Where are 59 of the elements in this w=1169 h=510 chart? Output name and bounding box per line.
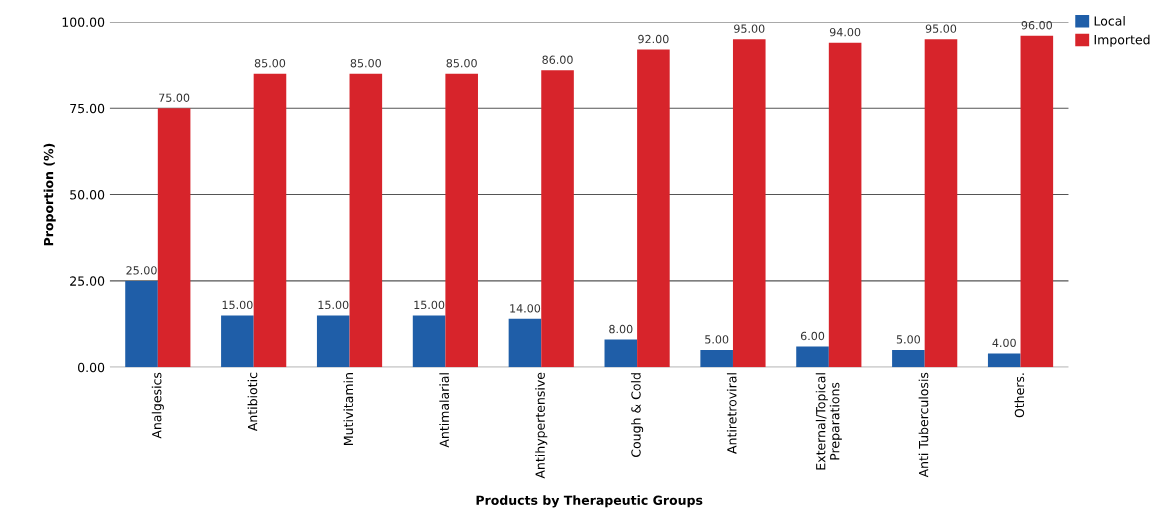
data-label: 94.00 (829, 27, 861, 37)
bar (987, 353, 1021, 368)
data-label: 85.00 (350, 59, 381, 68)
bar (157, 108, 191, 368)
x-tick-label: Antibiotic (247, 372, 258, 432)
data-label: 8.00 (609, 324, 633, 334)
y-tick-label: 50.00 (70, 190, 105, 200)
data-label: 15.00 (222, 300, 253, 310)
data-label: 92.00 (638, 34, 669, 44)
bar (796, 346, 829, 368)
bar (412, 315, 446, 368)
data-label: 85.00 (254, 59, 286, 68)
data-label: 96.00 (1021, 21, 1052, 30)
x-tick-label: Others. (1014, 373, 1025, 418)
bar (508, 318, 542, 368)
data-label: 5.00 (896, 335, 921, 344)
bar (221, 315, 254, 368)
bar (732, 39, 766, 368)
data-label: 85.00 (446, 59, 477, 68)
y-tick-label: 100.00 (62, 17, 105, 27)
bar (892, 349, 925, 368)
x-tick-label: Mutivitamin (343, 373, 354, 445)
x-tick-label: Antiretroviral (726, 373, 737, 454)
x-axis-title: Products by Therapeutic Groups (476, 495, 703, 508)
x-tick-label: Anti Tuberculosis (918, 372, 929, 478)
bar (604, 339, 638, 368)
data-label: 75.00 (159, 93, 190, 102)
x-tick-label: Analgesics (151, 372, 164, 439)
data-label: 95.00 (734, 24, 765, 33)
bar (637, 49, 670, 368)
x-tick-label: Cough & Cold (631, 373, 644, 457)
data-label: 25.00 (126, 266, 157, 275)
bar (125, 280, 158, 368)
data-label: 15.00 (318, 300, 349, 310)
bar (828, 42, 862, 368)
bar (316, 315, 350, 368)
bar (445, 73, 478, 368)
data-label: 14.00 (510, 304, 541, 313)
data-label: 86.00 (542, 55, 573, 64)
legend-label: Local (1094, 16, 1125, 26)
y-axis-title: Proportion (%) (43, 143, 56, 246)
data-label: 4.00 (992, 338, 1016, 348)
x-tick-label: Antimalarial (439, 373, 450, 448)
legend-label: Imported (1094, 34, 1150, 47)
bar (924, 39, 958, 368)
bar (541, 70, 574, 368)
bar (349, 73, 383, 368)
x-tick-label: Antihypertensive (535, 372, 548, 479)
y-tick-label: 75.00 (70, 103, 105, 114)
data-label: 5.00 (705, 335, 729, 344)
y-tick-label: 25.00 (70, 276, 105, 286)
data-label: 15.00 (414, 300, 445, 310)
bar (253, 73, 287, 368)
data-label: 95.00 (925, 24, 957, 33)
data-label: 6.00 (800, 331, 825, 341)
y-tick-label: 0.00 (78, 362, 105, 373)
bar (1020, 35, 1054, 368)
bar (700, 349, 733, 368)
x-tick-label: External/Topical Preparations (815, 373, 842, 470)
